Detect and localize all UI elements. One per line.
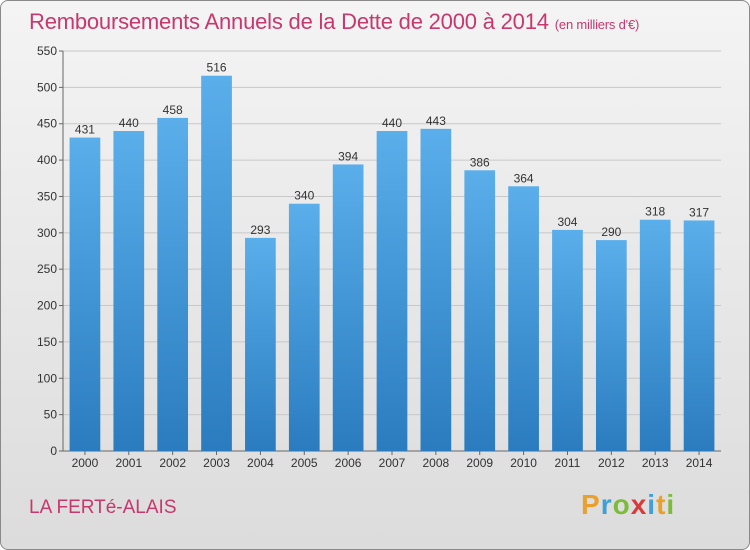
bar-value-label: 364 (514, 171, 534, 185)
logo-letter: o (612, 489, 631, 520)
bar (157, 117, 189, 451)
bar (464, 170, 496, 452)
logo-letter: i (647, 489, 657, 520)
bar (552, 229, 583, 451)
bar-value-label: 340 (294, 189, 314, 203)
x-tick-label: 2011 (555, 456, 581, 470)
x-tick-label: 2010 (510, 456, 537, 470)
value-labels: 431 440 458 516 293 340 394 440 443 386 364 304 290 3… (75, 61, 709, 239)
y-tick-label: 200 (37, 299, 57, 313)
axes: 0 50 100 150 200 250 300 350 400 450 500 550 2000 200… (37, 44, 721, 470)
bar-value-label: 458 (163, 103, 183, 117)
logo-letter: i (666, 489, 676, 520)
bar (376, 131, 408, 451)
x-tick-label: 2006 (335, 456, 362, 470)
logo-letter: x (630, 489, 648, 520)
bar (420, 128, 452, 451)
y-tick-label: 250 (37, 262, 57, 276)
chart-title: Remboursements Annuels de la Dette de 20… (29, 9, 639, 35)
y-tick-label: 450 (37, 117, 57, 131)
y-tick-label: 150 (37, 335, 57, 349)
y-tick-label: 350 (37, 189, 57, 203)
x-tick-label: 2014 (686, 456, 713, 470)
x-tick-label: 2003 (203, 456, 230, 470)
x-tick-label: 2002 (159, 456, 186, 470)
bar (288, 203, 320, 451)
logo-letter: r (600, 489, 613, 520)
bar (639, 219, 671, 451)
bar-value-label: 431 (75, 123, 95, 137)
x-tick-label: 2007 (379, 456, 406, 470)
x-tick-label: 2004 (247, 456, 274, 470)
bar-value-label: 394 (338, 149, 358, 163)
location-name: LA FERTé-ALAIS (29, 497, 177, 518)
logo-letter: P (581, 489, 601, 520)
x-tick-label: 2008 (423, 456, 450, 470)
bar-value-label: 317 (689, 205, 709, 219)
y-tick-label: 100 (37, 371, 57, 385)
logo-letter: t (656, 489, 667, 520)
x-tick-label: 2005 (291, 456, 318, 470)
bar (245, 237, 276, 451)
chart-title-text: Remboursements Annuels de la Dette de 20… (29, 9, 549, 34)
bar (201, 75, 232, 452)
x-tick-label: 2013 (642, 456, 669, 470)
bars (69, 75, 715, 452)
y-tick-label: 400 (37, 153, 57, 167)
chart-unit: (en milliers d'€) (554, 17, 640, 32)
bar-value-label: 318 (645, 205, 665, 219)
y-tick-label: 50 (44, 408, 58, 422)
x-tick-label: 2000 (72, 456, 99, 470)
bar (508, 186, 539, 452)
bar-value-label: 516 (207, 61, 227, 75)
bar-value-label: 293 (250, 223, 270, 237)
x-tick-label: 2009 (466, 456, 493, 470)
bar-value-label: 440 (119, 116, 139, 130)
x-tick-label: 2012 (598, 456, 625, 470)
bar (683, 220, 715, 451)
y-tick-label: 500 (37, 80, 57, 94)
bar (332, 164, 364, 452)
y-tick-label: 0 (50, 444, 57, 458)
proxiti-logo[interactable]: Proxiti (581, 489, 675, 521)
bar-value-label: 304 (557, 215, 577, 229)
bar (595, 240, 627, 451)
y-tick-label: 300 (37, 226, 57, 240)
bar-value-label: 290 (601, 225, 621, 239)
y-tick-label: 550 (37, 44, 57, 58)
bar-value-label: 440 (382, 116, 402, 130)
bar (113, 131, 145, 451)
bar-value-label: 443 (426, 114, 446, 128)
bar (69, 137, 101, 451)
bar-value-label: 386 (470, 155, 490, 169)
x-tick-label: 2001 (115, 456, 142, 470)
